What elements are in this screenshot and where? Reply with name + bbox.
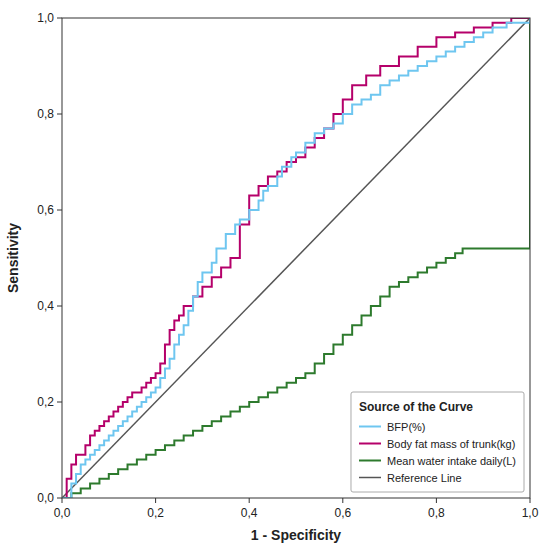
x-tick [530, 498, 531, 503]
legend-label: BFP(%) [387, 421, 426, 433]
plot-frame [62, 18, 530, 498]
y-tick [57, 306, 62, 307]
x-tick-label: 0,2 [147, 506, 164, 520]
chart-svg: 0,0 0,2 0,4 0,6 0,8 1,0 0,0 0,2 0,4 0,6 0,8 1,0 1 - … [0, 0, 546, 552]
x-tick-label: 0,6 [334, 506, 351, 520]
x-tick-label: 0,4 [241, 506, 258, 520]
y-tick [57, 210, 62, 211]
y-tick [57, 402, 62, 403]
y-tick-label: 0,6 [37, 203, 54, 217]
y-tick-label: 0,2 [37, 395, 54, 409]
reference-line [62, 18, 530, 498]
y-tick-label: 0,4 [37, 299, 54, 313]
x-axis-label: 1 - Specificity [251, 527, 341, 543]
legend-label: Reference Line [387, 472, 462, 484]
legend-swatch [359, 477, 381, 479]
y-tick [57, 114, 62, 115]
y-tick-label: 0,8 [37, 107, 54, 121]
roc-curve [62, 18, 530, 498]
y-tick [57, 498, 62, 499]
y-tick-label: 1,0 [37, 11, 54, 25]
x-tick [436, 498, 437, 503]
x-tick [155, 498, 156, 503]
data-lines [62, 18, 530, 498]
legend-box [351, 392, 524, 492]
legend-swatch [359, 460, 381, 462]
x-tick-label: 0,0 [54, 506, 71, 520]
roc-curve [62, 18, 530, 498]
y-axis-label: Sensitivity [5, 223, 21, 293]
legend-label: Mean water intake daily(L) [387, 455, 516, 467]
plot-background [62, 18, 530, 498]
legend: Source of the Curve BFP(%) Body fat mass o… [351, 392, 524, 492]
x-tick [342, 498, 343, 503]
legend-swatch [359, 443, 381, 445]
x-tick [249, 498, 250, 503]
y-tick-label: 0,0 [37, 491, 54, 505]
roc-curve [62, 18, 530, 498]
legend-label: Body fat mass of trunk(kg) [387, 438, 515, 450]
legend-swatch [359, 426, 381, 428]
x-tick [62, 498, 63, 503]
y-tick [57, 18, 62, 19]
x-tick-label: 1,0 [522, 506, 539, 520]
axes: 0,0 0,2 0,4 0,6 0,8 1,0 0,0 0,2 0,4 0,6 0,8 1,0 [37, 11, 538, 520]
chart-container: 0,0 0,2 0,4 0,6 0,8 1,0 0,0 0,2 0,4 0,6 0,8 1,0 1 - … [0, 0, 546, 552]
x-tick-label: 0,8 [428, 506, 445, 520]
legend-title: Source of the Curve [359, 400, 473, 414]
